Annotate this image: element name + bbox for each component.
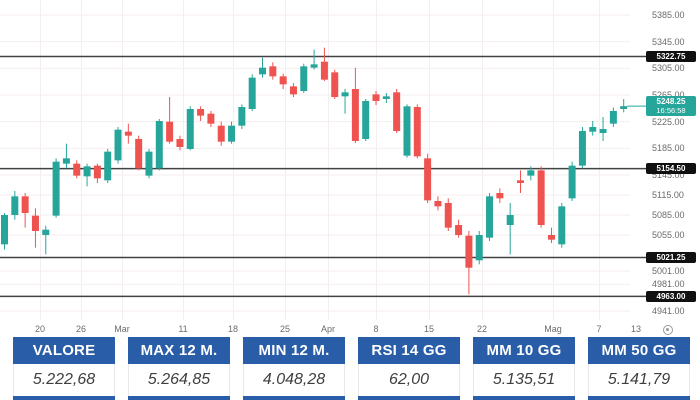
table-column: RSI 14 GG 62,00: [358, 337, 460, 400]
table-header-cell: MM 50 GG: [588, 337, 690, 364]
chart-plot[interactable]: [0, 0, 700, 336]
last-price-badge: 5248.25 16:56:58: [646, 96, 696, 117]
price-level-badge: 5021.25: [646, 252, 696, 263]
table-next-row-strip: [13, 396, 115, 400]
table-header-cell: MM 10 GG: [473, 337, 575, 364]
price-tick-label: 5345.00: [652, 36, 685, 47]
table-value-cell: 4.048,28: [243, 364, 345, 396]
price-tick-label: 5115.00: [652, 190, 684, 200]
price-level-badge: 5322.75: [646, 51, 696, 62]
table-header-cell: RSI 14 GG: [358, 337, 460, 364]
stats-table: VALORE 5.222,68 MAX 12 M. 5.264,85 MIN 12 M.…: [13, 337, 690, 400]
table-next-row-strip: [588, 396, 690, 400]
table-column: MM 10 GG 5.135,51: [473, 337, 575, 400]
table-header-cell: MIN 12 M.: [243, 337, 345, 364]
table-column: MIN 12 M. 4.048,28: [243, 337, 345, 400]
gear-icon[interactable]: [663, 325, 673, 335]
table-value-cell: 5.141,79: [588, 364, 690, 396]
price-tick-label: 5225.00: [652, 116, 685, 127]
table-header-cell: VALORE: [13, 337, 115, 364]
price-tick-label: 5145.00: [652, 170, 685, 180]
price-tick-label: 5185.00: [652, 143, 685, 154]
table-next-row-strip: [243, 396, 345, 400]
last-price-value: 5248.25: [656, 97, 686, 107]
table-next-row-strip: [128, 396, 230, 400]
candles: [1, 47, 628, 295]
table-column: MM 50 GG 5.141,79: [588, 337, 690, 400]
table-value-cell: 5.222,68: [13, 364, 115, 396]
gridlines: [0, 0, 630, 320]
price-tick-label: 4981.00: [652, 279, 685, 290]
price-tick-label: 5055.00: [652, 230, 685, 240]
price-tick-label: 5265.00: [652, 90, 685, 100]
price-level-badge: 4963.00: [646, 290, 696, 302]
candlestick-chart[interactable]: 5385.00 5345.00 5305.00 5265.00 5225.00 5185.…: [0, 0, 700, 336]
price-tick-label: 4941.00: [652, 306, 685, 316]
price-level-badge: 5154.50: [646, 163, 696, 175]
price-tick-label: 5001.00: [652, 266, 685, 276]
table-value-cell: 62,00: [358, 364, 460, 396]
table-next-row-strip: [473, 396, 575, 400]
table-value-cell: 5.264,85: [128, 364, 230, 396]
price-tick-label: 5085.00: [652, 210, 685, 220]
table-column: VALORE 5.222,68: [13, 337, 115, 400]
table-next-row-strip: [358, 396, 460, 400]
table-value-cell: 5.135,51: [473, 364, 575, 396]
last-price-time: 16:56:58: [656, 106, 686, 116]
price-tick-label: 5385.00: [652, 10, 685, 20]
table-header-cell: MAX 12 M.: [128, 337, 230, 364]
price-tick-label: 5305.00: [652, 63, 685, 74]
table-column: MAX 12 M. 5.264,85: [128, 337, 230, 400]
